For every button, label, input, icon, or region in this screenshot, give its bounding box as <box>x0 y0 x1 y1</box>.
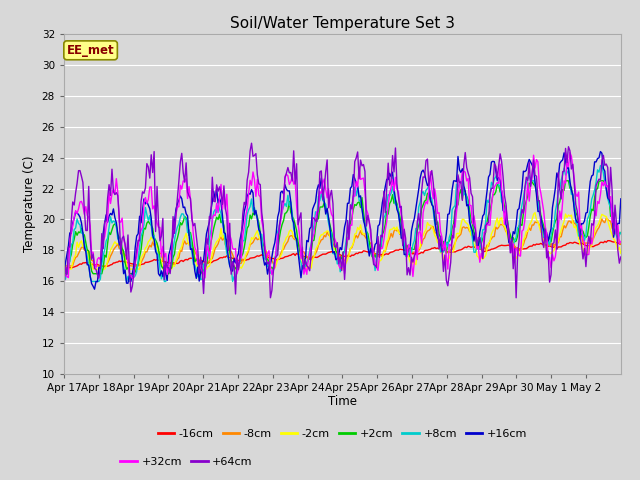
+64cm <box>617 254 625 260</box>
-16cm <box>617 241 625 247</box>
+8cm <box>98 261 106 267</box>
-8cm <box>617 241 625 247</box>
+16cm <box>458 166 466 172</box>
+32cm <box>617 239 625 244</box>
Y-axis label: Temperature (C): Temperature (C) <box>23 156 36 252</box>
+16cm <box>348 183 356 189</box>
Line: +16cm: +16cm <box>64 152 621 289</box>
Line: +32cm: +32cm <box>64 153 621 278</box>
-2cm <box>457 222 465 228</box>
+32cm <box>348 222 356 228</box>
+2cm <box>617 230 625 236</box>
+2cm <box>457 187 465 192</box>
-8cm <box>346 245 354 251</box>
+2cm <box>346 219 354 225</box>
+64cm <box>458 198 466 204</box>
+32cm <box>79 203 87 208</box>
+16cm <box>98 252 106 258</box>
-8cm <box>602 216 610 221</box>
+8cm <box>458 178 466 184</box>
Line: -16cm: -16cm <box>64 240 621 269</box>
-8cm <box>79 244 87 250</box>
+16cm <box>596 149 604 155</box>
+8cm <box>616 232 623 238</box>
-16cm <box>616 241 623 247</box>
+2cm <box>97 271 104 276</box>
+8cm <box>60 277 68 283</box>
+16cm <box>91 286 99 292</box>
+8cm <box>617 230 625 236</box>
-16cm <box>348 252 356 258</box>
+8cm <box>79 229 87 235</box>
-16cm <box>63 266 71 272</box>
-16cm <box>605 238 613 243</box>
+64cm <box>543 255 550 261</box>
+64cm <box>248 140 255 146</box>
X-axis label: Time: Time <box>328 395 357 408</box>
Line: +2cm: +2cm <box>64 181 621 274</box>
+32cm <box>97 257 104 263</box>
+64cm <box>97 264 104 270</box>
-2cm <box>614 247 621 253</box>
+32cm <box>566 150 573 156</box>
+8cm <box>348 201 356 207</box>
+2cm <box>79 231 87 237</box>
+8cm <box>541 233 549 239</box>
+16cm <box>60 272 68 277</box>
+32cm <box>541 224 549 229</box>
+16cm <box>617 196 625 202</box>
Title: Soil/Water Temperature Set 3: Soil/Water Temperature Set 3 <box>230 16 455 31</box>
Line: -2cm: -2cm <box>64 213 621 269</box>
+16cm <box>541 236 549 241</box>
-16cm <box>81 260 88 266</box>
Line: +8cm: +8cm <box>64 166 621 281</box>
Line: +64cm: +64cm <box>64 143 621 298</box>
+64cm <box>512 295 520 300</box>
-2cm <box>541 244 549 250</box>
-8cm <box>540 235 548 240</box>
-16cm <box>60 264 68 270</box>
+64cm <box>348 206 356 212</box>
-2cm <box>79 244 87 250</box>
+8cm <box>88 278 95 284</box>
+32cm <box>458 169 466 175</box>
-2cm <box>346 246 354 252</box>
-8cm <box>97 263 104 269</box>
Line: -8cm: -8cm <box>64 218 621 266</box>
-8cm <box>457 231 465 237</box>
+16cm <box>79 230 87 236</box>
+2cm <box>540 223 548 229</box>
-2cm <box>617 251 625 256</box>
-2cm <box>60 266 68 272</box>
+64cm <box>616 260 623 266</box>
+32cm <box>129 276 136 281</box>
Legend: +32cm, +64cm: +32cm, +64cm <box>116 452 257 471</box>
+2cm <box>60 271 68 276</box>
+64cm <box>79 180 87 185</box>
-2cm <box>531 210 539 216</box>
Text: EE_met: EE_met <box>67 44 115 57</box>
+32cm <box>60 273 68 278</box>
+2cm <box>614 227 621 233</box>
-8cm <box>614 234 621 240</box>
-16cm <box>541 242 549 248</box>
+16cm <box>616 220 623 226</box>
-16cm <box>458 246 466 252</box>
-16cm <box>98 264 106 269</box>
+32cm <box>616 241 623 247</box>
+8cm <box>596 163 604 168</box>
+2cm <box>562 178 570 184</box>
-2cm <box>97 266 104 272</box>
-8cm <box>60 263 68 269</box>
+64cm <box>60 284 68 290</box>
